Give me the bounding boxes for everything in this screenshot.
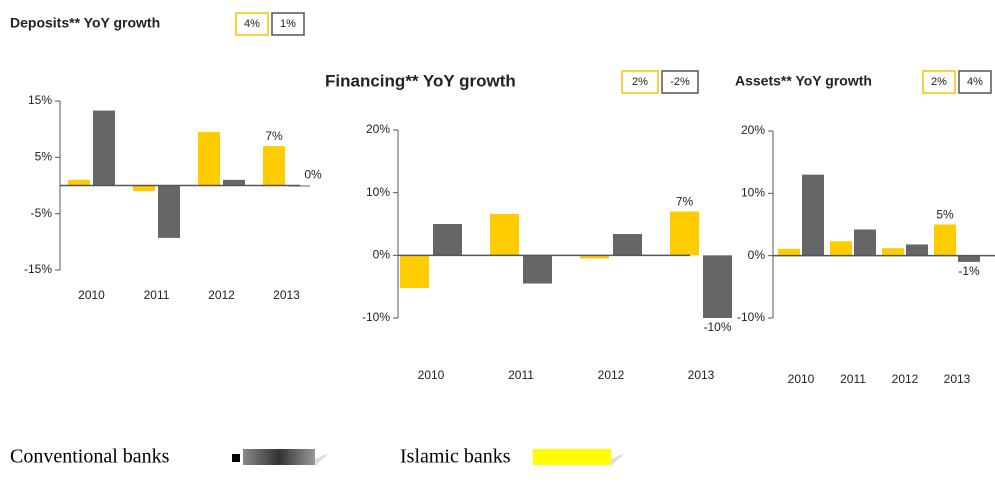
- chart-title: Deposits** YoY growth: [10, 15, 160, 31]
- bar: [778, 248, 800, 256]
- bar: [68, 179, 90, 186]
- data-label: -10%: [703, 320, 731, 334]
- data-label: 0%: [304, 168, 322, 182]
- legend-swatch: [243, 449, 315, 465]
- y-tick-label: -5%: [31, 206, 53, 220]
- bar: [490, 213, 519, 256]
- badge-box: [621, 70, 659, 94]
- y-tick-label: -10%: [737, 310, 765, 324]
- badge-label: -2%: [670, 76, 690, 88]
- x-tick-label: 2012: [598, 368, 625, 382]
- y-tick-label: -15%: [24, 262, 52, 276]
- data-label: 5%: [936, 208, 954, 222]
- chart-title: Financing** YoY growth: [325, 71, 516, 90]
- x-tick-label: 2013: [944, 372, 971, 386]
- legend-swatch: [533, 449, 611, 465]
- bar: [882, 248, 904, 256]
- bar: [670, 211, 699, 256]
- x-tick-label: 2013: [688, 368, 715, 382]
- bar: [802, 174, 824, 256]
- bar: [906, 244, 928, 256]
- bar: [703, 255, 732, 318]
- x-tick-label: 2010: [788, 372, 815, 386]
- badge-label: 4%: [967, 76, 983, 88]
- legend-bullet: [232, 454, 240, 462]
- badge-box: [922, 70, 956, 94]
- badge-label: 2%: [632, 76, 648, 88]
- legend-label: Conventional banks: [10, 446, 170, 468]
- bar: [263, 146, 285, 186]
- x-tick-label: 2012: [892, 372, 919, 386]
- bar: [93, 110, 115, 186]
- x-tick-label: 2013: [273, 288, 300, 302]
- bar: [934, 224, 956, 256]
- x-tick-label: 2012: [208, 288, 235, 302]
- chart-title: Assets** YoY growth: [735, 73, 872, 89]
- y-tick-label: 0%: [748, 248, 766, 262]
- x-tick-label: 2011: [144, 288, 170, 302]
- bar: [433, 224, 462, 256]
- y-tick-label: 10%: [366, 185, 390, 199]
- data-label: 7%: [265, 129, 283, 143]
- x-tick-label: 2010: [418, 368, 445, 382]
- bar: [400, 255, 429, 288]
- y-tick-label: 10%: [741, 186, 765, 200]
- bar: [958, 255, 980, 262]
- bar: [523, 255, 552, 284]
- y-tick-label: -10%: [362, 310, 390, 324]
- y-tick-label: 20%: [366, 122, 390, 136]
- badge-box: [271, 12, 305, 36]
- badge-label: 2%: [931, 76, 947, 88]
- legend-arrow: [611, 453, 625, 466]
- legend-label: Islamic banks: [400, 446, 511, 468]
- x-tick-label: 2011: [840, 372, 866, 386]
- badge-box: [958, 70, 992, 94]
- bar: [158, 185, 180, 238]
- badge-box: [235, 12, 269, 36]
- bar: [613, 234, 642, 256]
- x-tick-label: 2010: [78, 288, 105, 302]
- y-tick-label: 20%: [741, 123, 765, 137]
- badge-label: 4%: [244, 18, 260, 30]
- badge-box: [661, 70, 699, 94]
- y-tick-label: 5%: [35, 150, 53, 164]
- bar: [854, 229, 876, 256]
- legend-arrow: [315, 453, 329, 466]
- bar: [830, 241, 852, 256]
- bar: [133, 185, 155, 192]
- y-tick-label: 0%: [373, 248, 391, 262]
- bar: [198, 131, 220, 186]
- bar: [223, 179, 245, 186]
- x-tick-label: 2011: [508, 368, 534, 382]
- data-label: 7%: [676, 195, 694, 209]
- y-tick-label: 15%: [28, 93, 52, 107]
- badge-label: 1%: [280, 18, 296, 30]
- data-label: -1%: [958, 264, 980, 278]
- bar: [580, 255, 609, 259]
